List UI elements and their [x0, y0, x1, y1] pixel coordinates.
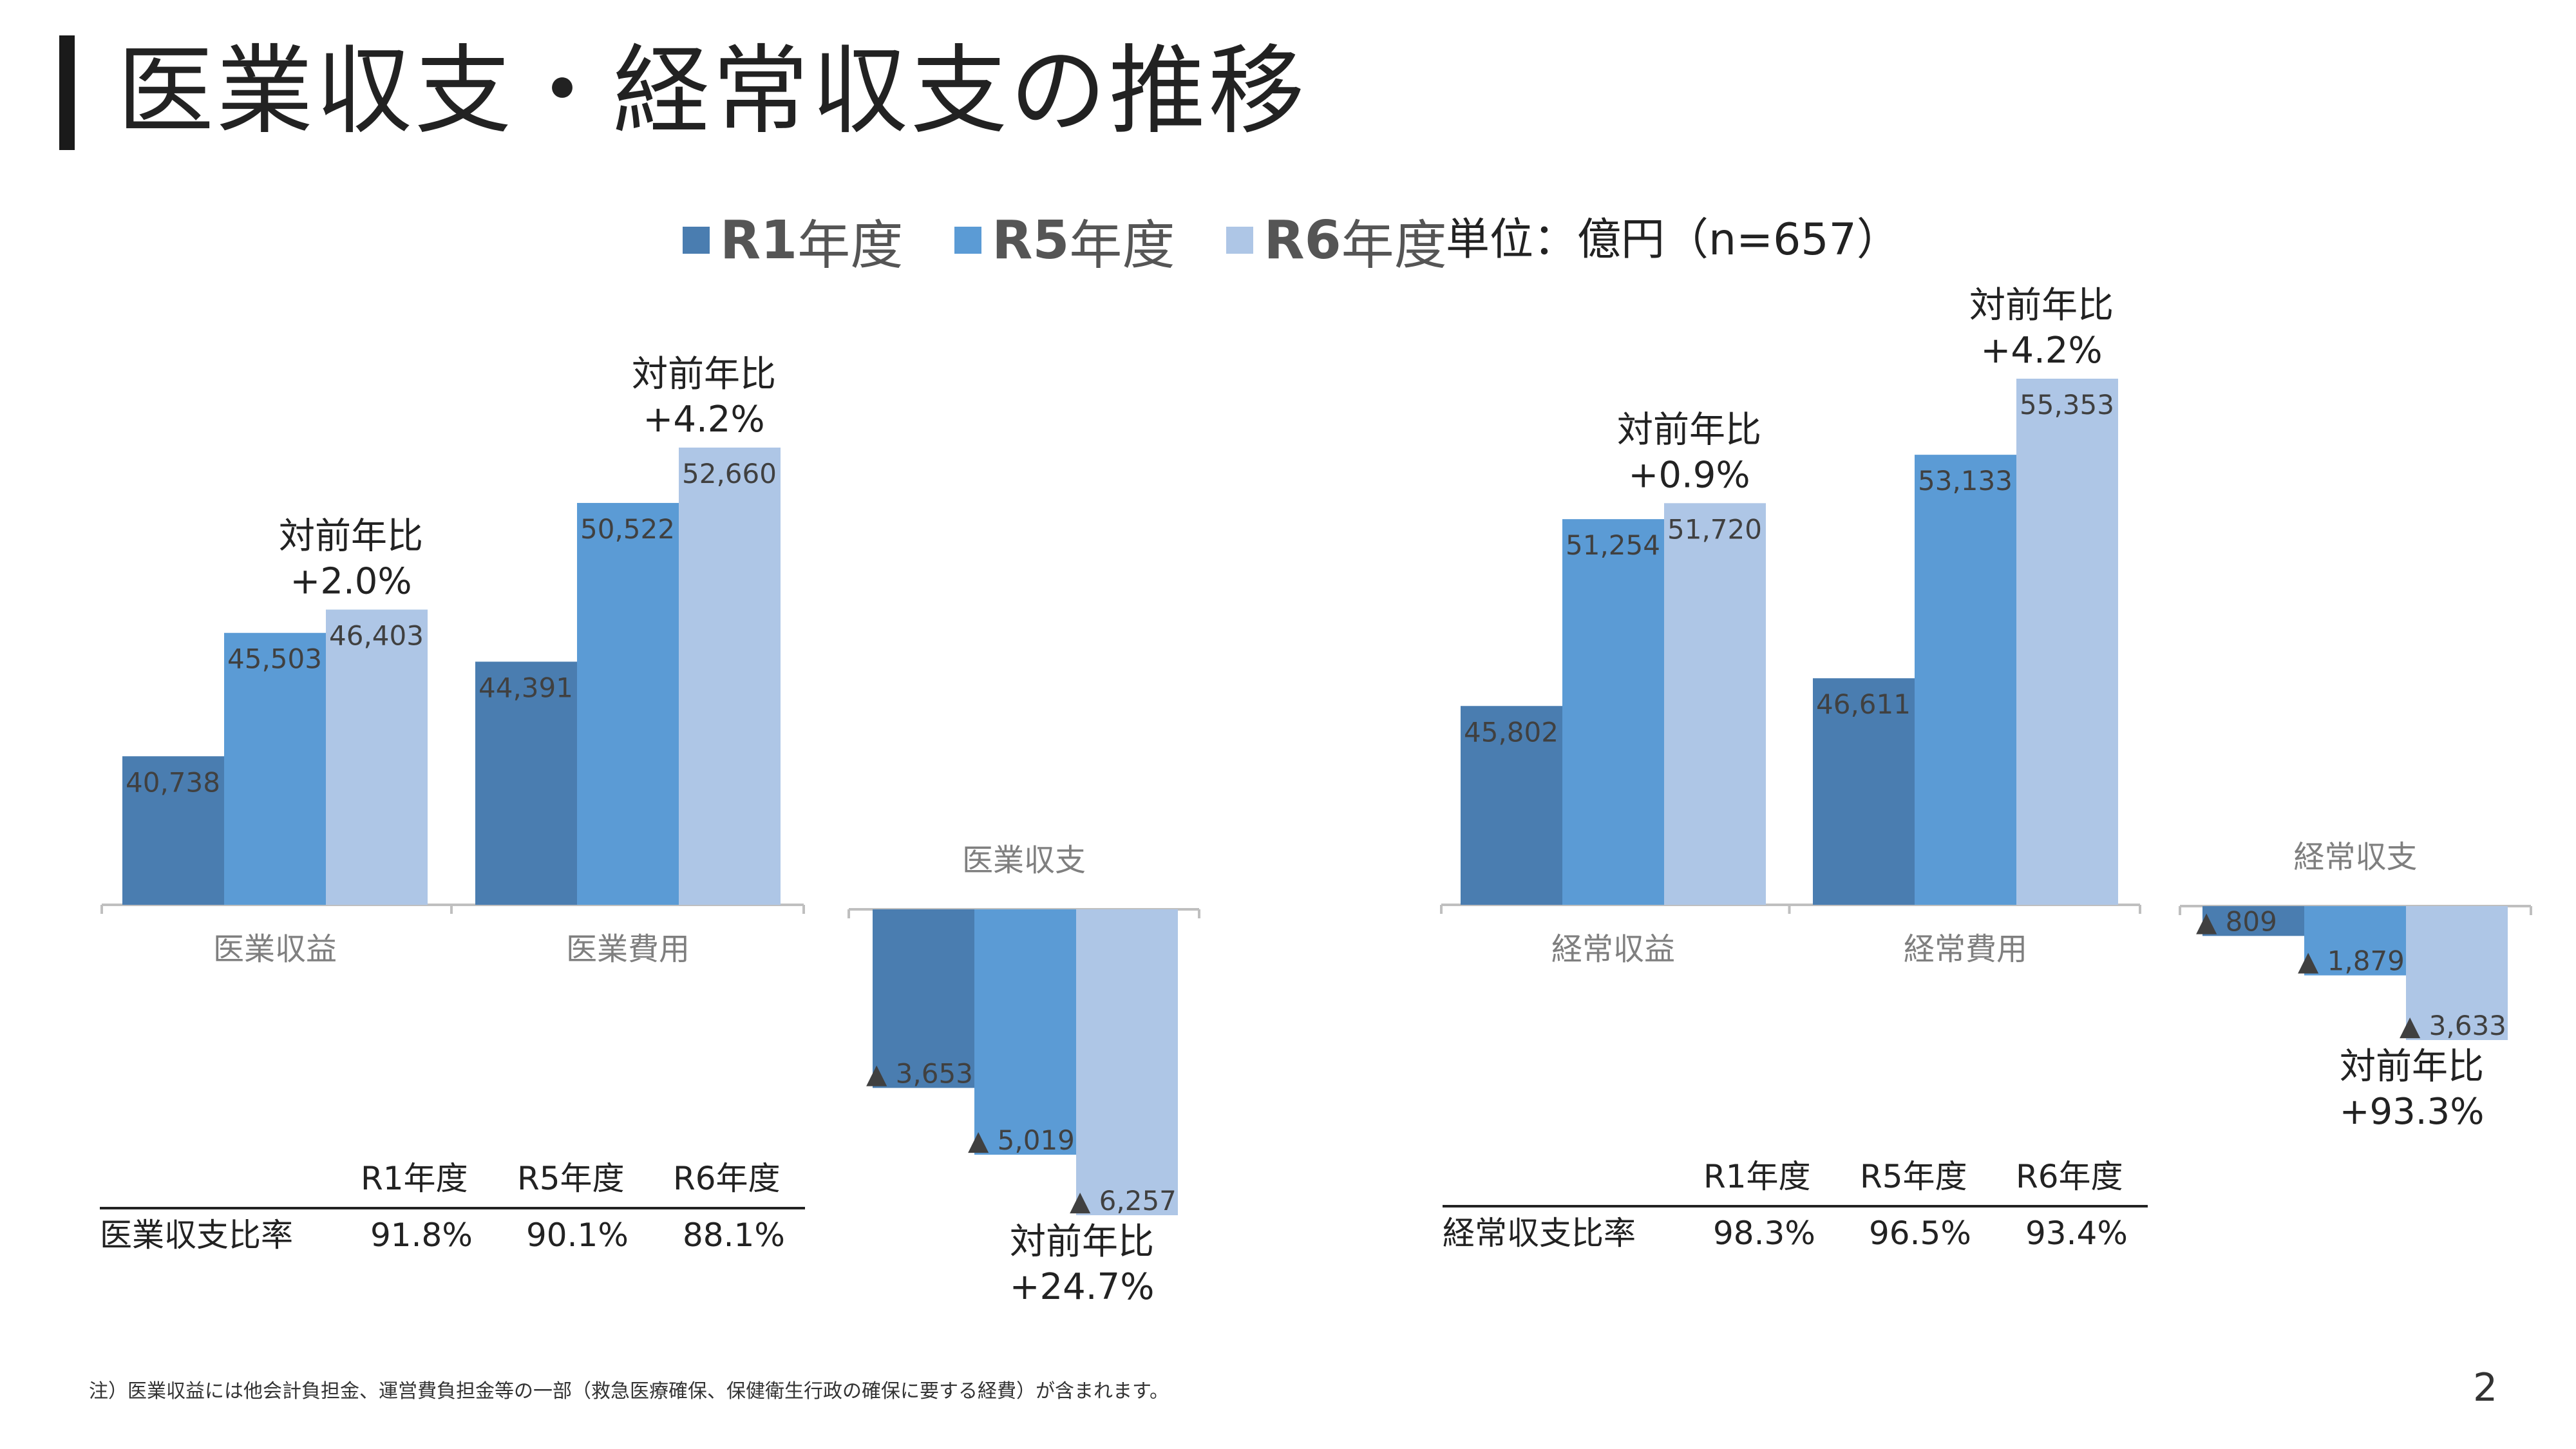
legend-swatch-r6	[1226, 227, 1254, 254]
legend-item-r6: R6 年度	[1226, 202, 1447, 279]
ratio-value-r5: 90.1%	[526, 1217, 629, 1254]
data-label: 46,403	[329, 620, 424, 652]
bar	[1562, 519, 1664, 905]
yoy-annotation-label: 対前年比	[1969, 285, 2114, 327]
yoy-annotation-value: +24.7%	[1010, 1266, 1155, 1308]
yoy-annotation-value: +4.2%	[643, 399, 764, 440]
ratio-header-r1: R1年度	[361, 1160, 468, 1197]
ratio-header-r1: R1年度	[1703, 1158, 1811, 1195]
legend-swatch-r5	[954, 227, 982, 254]
data-label: 45,802	[1464, 716, 1558, 748]
ratio-row-label: 医業収支比率	[100, 1217, 293, 1254]
footnote: 注）医業収益には他会計負担金、運営費負担金等の一部（救急医療確保、保健衛生行政の…	[89, 1380, 1169, 1403]
bar	[1664, 503, 1766, 905]
chart-legend: R1 年度 R5 年度 R6 年度	[683, 205, 1499, 276]
data-label: ▲ 1,879	[2298, 945, 2405, 977]
data-label: ▲ 3,653	[866, 1057, 973, 1089]
data-label: 55,353	[2020, 389, 2114, 421]
ratio-table-header: R1年度 R5年度 R6年度	[100, 1153, 808, 1204]
ratio-header-r6: R6年度	[673, 1160, 781, 1197]
data-label: 52,660	[682, 458, 777, 489]
ratio-value-r5: 96.5%	[1869, 1215, 1971, 1252]
ratio-value-r6: 93.4%	[2025, 1215, 2128, 1252]
data-label: 50,522	[580, 513, 675, 545]
category-label: 医業費用	[566, 931, 690, 967]
yoy-annotation-value: +4.2%	[1980, 330, 2102, 372]
category-label: 経常収益	[1551, 931, 1675, 967]
bar	[873, 909, 974, 1088]
bar	[2016, 379, 2118, 905]
bar	[2406, 906, 2508, 1040]
yoy-annotation-label: 対前年比	[1617, 409, 1761, 451]
ratio-value-r1: 91.8%	[370, 1217, 473, 1254]
bar	[679, 448, 781, 905]
category-label: 経常費用	[1904, 931, 2027, 967]
data-label: 51,254	[1566, 529, 1660, 561]
bar	[2304, 906, 2406, 976]
ratio-value-r1: 98.3%	[1713, 1215, 1815, 1252]
yoy-annotation-label: 対前年比	[2340, 1046, 2484, 1088]
data-label: 53,133	[1918, 465, 2012, 497]
category-label: 医業収益	[213, 931, 337, 967]
legend-key-r6: R6	[1264, 209, 1341, 271]
bar	[224, 632, 326, 905]
legend-suffix-r6: 年度	[1341, 214, 1447, 276]
legend-suffix-r5: 年度	[1069, 214, 1175, 276]
bar	[1915, 455, 2016, 905]
bar	[2202, 906, 2304, 936]
bar	[475, 661, 577, 905]
data-label: ▲ 3,633	[2400, 1010, 2506, 1041]
bar	[1076, 909, 1178, 1215]
yoy-annotation-label: 対前年比	[279, 516, 423, 558]
ratio-table-row: 経常収支比率 98.3% 96.5% 93.4%	[1443, 1208, 2151, 1259]
bar	[122, 756, 224, 905]
ratio-table-divider	[100, 1207, 805, 1209]
legend-key-r5: R5	[992, 209, 1070, 271]
yoy-annotation-label: 対前年比	[1010, 1221, 1154, 1263]
yoy-annotation-label: 対前年比	[632, 354, 776, 395]
data-label: ▲ 6,257	[1070, 1185, 1177, 1217]
ratio-header-r5: R5年度	[1860, 1158, 1967, 1195]
ratio-table-header: R1年度 R5年度 R6年度	[1443, 1151, 2151, 1202]
bar	[577, 502, 679, 905]
data-label: 45,503	[227, 643, 322, 675]
page-number: 2	[2473, 1365, 2498, 1410]
balance-chart-title: 医業収支	[962, 842, 1086, 878]
bar	[974, 909, 1076, 1155]
data-label: 46,611	[1816, 688, 1911, 720]
legend-suffix-r1: 年度	[797, 214, 904, 276]
bar	[1813, 678, 1915, 905]
page-title: 医業収支・経常収支の推移	[117, 35, 1308, 147]
legend-key-r1: R1	[720, 209, 798, 271]
ratio-table-divider	[1443, 1205, 2148, 1208]
yoy-annotation-value: +0.9%	[1628, 454, 1750, 496]
ratio-table-operating: R1年度 R5年度 R6年度 医業収支比率 91.8% 90.1% 88.1%	[100, 1153, 808, 1269]
title-accent-bar	[59, 35, 75, 150]
legend-swatch-r1	[683, 227, 710, 254]
legend-item-r1: R1 年度	[683, 202, 903, 279]
ratio-table-row: 医業収支比率 91.8% 90.1% 88.1%	[100, 1209, 808, 1261]
bar	[1461, 706, 1562, 905]
data-label: ▲ 5,019	[968, 1124, 1075, 1156]
data-label: 44,391	[478, 672, 573, 703]
unit-label: 単位：億円（n=657）	[1446, 214, 1900, 265]
ratio-value-r6: 88.1%	[683, 1217, 785, 1254]
ratio-table-ordinary: R1年度 R5年度 R6年度 経常収支比率 98.3% 96.5% 93.4%	[1443, 1151, 2151, 1267]
yoy-annotation-value: +93.3%	[2340, 1091, 2485, 1133]
ratio-header-r5: R5年度	[517, 1160, 625, 1197]
balance-chart-title: 経常収支	[2293, 839, 2417, 875]
bar	[326, 609, 428, 905]
data-label: ▲ 809	[2196, 905, 2277, 937]
data-label: 51,720	[1667, 513, 1762, 545]
ratio-header-r6: R6年度	[2016, 1158, 2123, 1195]
yoy-annotation-value: +2.0%	[290, 561, 412, 603]
legend-item-r5: R5 年度	[954, 202, 1175, 279]
data-label: 40,738	[126, 766, 220, 798]
ratio-row-label: 経常収支比率	[1443, 1215, 1636, 1252]
